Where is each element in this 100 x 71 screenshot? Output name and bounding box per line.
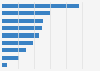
- Bar: [2, 4, 79, 8]
- Bar: [2, 41, 33, 45]
- Bar: [2, 48, 26, 52]
- Bar: [2, 63, 7, 67]
- Bar: [2, 19, 43, 23]
- Bar: [2, 26, 42, 30]
- Bar: [2, 33, 39, 38]
- Bar: [2, 11, 50, 15]
- Bar: [2, 56, 19, 60]
